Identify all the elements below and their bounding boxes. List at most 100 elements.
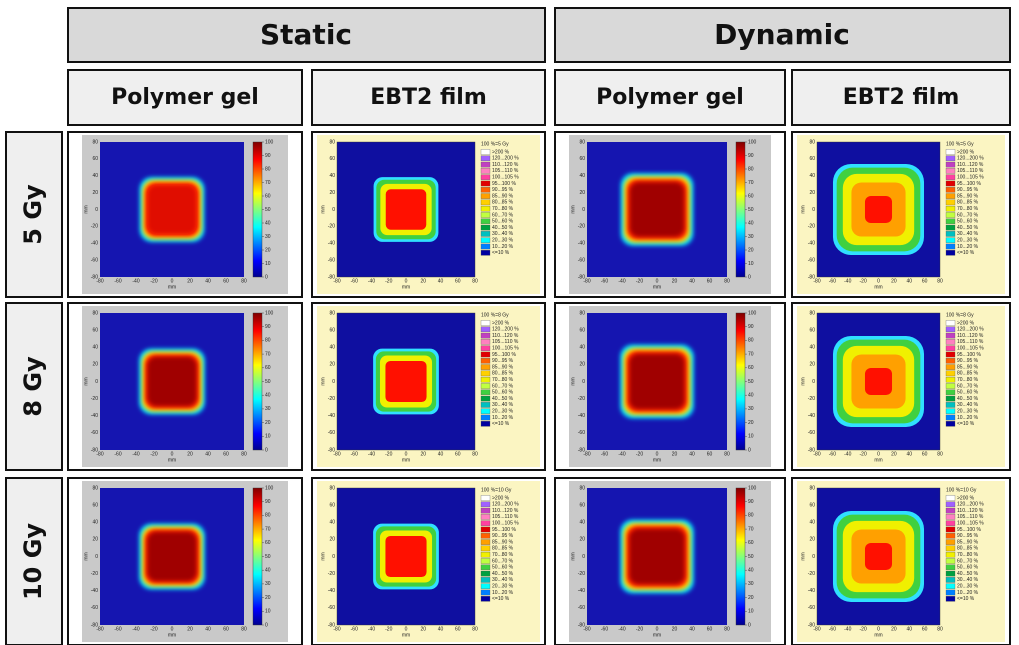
- legend-label: 110...120 %: [957, 508, 984, 514]
- legend-swatch: [481, 149, 490, 154]
- y-tick-label: -20: [91, 224, 98, 230]
- y-tick-label: -40: [808, 588, 815, 594]
- y-tick-label: -20: [578, 571, 585, 577]
- legend-label: <=10 %: [492, 421, 510, 427]
- legend-label: 90...95 %: [957, 358, 979, 364]
- colorbar-label: 80: [265, 166, 271, 172]
- colorbar-label: 60: [748, 193, 754, 199]
- legend-label: 85...90 %: [492, 193, 514, 199]
- y-tick-label: 40: [809, 520, 815, 526]
- y-tick-label: -80: [808, 274, 815, 280]
- y-tick-label: -40: [578, 413, 585, 419]
- legend-swatch: [946, 521, 955, 526]
- x-tick-label: -40: [132, 278, 139, 284]
- legend-swatch: [946, 577, 955, 582]
- legend-swatch: [946, 415, 955, 420]
- legend-label: 80...85 %: [957, 371, 979, 377]
- legend-swatch: [481, 383, 490, 388]
- legend-swatch: [946, 149, 955, 154]
- colorbar-label: 50: [748, 554, 754, 560]
- x-tick-label: 20: [187, 451, 193, 457]
- legend-label: 95...100 %: [492, 527, 516, 533]
- legend-label: 50...60 %: [957, 565, 979, 571]
- legend-label: 40...50 %: [957, 225, 979, 231]
- y-tick-label: -60: [91, 430, 98, 436]
- legend-label: >200 %: [492, 149, 510, 155]
- x-tick-label: 40: [906, 278, 912, 284]
- legend-swatch: [481, 514, 490, 519]
- dose-region: [865, 368, 892, 395]
- column-title: Polymer gel: [111, 85, 259, 110]
- y-tick-label: -40: [578, 241, 585, 247]
- colorbar-label: 20: [748, 420, 754, 426]
- colorbar-label: 30: [748, 581, 754, 587]
- colorbar-label: 80: [265, 513, 271, 519]
- y-tick-label: 20: [329, 190, 335, 196]
- y-tick-label: 20: [92, 362, 98, 368]
- x-axis-label: mm: [402, 284, 410, 290]
- legend-label: 70...80 %: [492, 377, 514, 383]
- legend-label: 10...20 %: [492, 590, 514, 596]
- legend-label: 95...100 %: [492, 181, 516, 187]
- colorbar-label: 90: [265, 153, 271, 159]
- y-tick-label: 60: [92, 327, 98, 333]
- colorbar-label: 80: [748, 513, 754, 519]
- legend-label: 120...200 %: [957, 502, 984, 508]
- legend-label: >200 %: [957, 149, 975, 155]
- colorbar-label: 0: [265, 622, 268, 628]
- legend-label: 105...110 %: [957, 168, 984, 174]
- x-tick-label: -20: [385, 451, 392, 457]
- colorbar-label: 60: [748, 365, 754, 371]
- colorbar-label: 50: [265, 379, 271, 385]
- legend-swatch: [946, 409, 955, 414]
- colorbar-label: 40: [265, 568, 271, 574]
- legend-swatch: [946, 346, 955, 351]
- y-tick-label: 60: [579, 327, 585, 333]
- legend-label: 20...30 %: [492, 584, 514, 590]
- legend-swatch: [946, 365, 955, 370]
- legend-label: 30...40 %: [957, 402, 979, 408]
- x-tick-label: -40: [132, 626, 139, 632]
- legend-swatch: [946, 514, 955, 519]
- colorbar: [736, 313, 745, 450]
- legend-swatch: [481, 238, 490, 243]
- y-tick-label: 0: [332, 207, 335, 213]
- y-tick-label: 60: [329, 156, 335, 162]
- legend-swatch: [946, 558, 955, 563]
- legend-swatch: [481, 162, 490, 167]
- colorbar-label: 90: [748, 153, 754, 159]
- y-tick-label: 20: [809, 190, 815, 196]
- y-tick-label: 20: [92, 537, 98, 543]
- legend-swatch: [481, 194, 490, 199]
- y-tick-label: -40: [91, 241, 98, 247]
- legend-swatch: [946, 168, 955, 173]
- y-tick-label: -60: [91, 605, 98, 611]
- y-axis-label: mm: [800, 377, 806, 385]
- colorbar-label: 70: [265, 180, 271, 186]
- colorbar-label: 90: [265, 499, 271, 505]
- colorbar-label: 20: [265, 247, 271, 253]
- legend-label: 30...40 %: [492, 577, 514, 583]
- x-tick-label: 20: [672, 278, 678, 284]
- x-tick-label: 40: [689, 451, 695, 457]
- y-tick-label: -40: [808, 413, 815, 419]
- y-tick-label: 80: [329, 310, 335, 316]
- colorbar-label: 20: [265, 420, 271, 426]
- x-tick-label: -60: [829, 451, 836, 457]
- x-tick-label: 60: [223, 626, 229, 632]
- legend-label: 90...95 %: [492, 533, 514, 539]
- colorbar-label: 50: [265, 554, 271, 560]
- legend-swatch: [481, 402, 490, 407]
- colorbar-label: 50: [748, 207, 754, 213]
- x-tick-label: 20: [187, 278, 193, 284]
- legend-label: 40...50 %: [492, 225, 514, 231]
- legend-label: 120...200 %: [492, 502, 519, 508]
- legend-swatch: [481, 590, 490, 595]
- legend-label: 90...95 %: [957, 533, 979, 539]
- y-tick-label: -20: [91, 571, 98, 577]
- y-tick-label: 80: [92, 485, 98, 491]
- y-tick-label: -40: [91, 588, 98, 594]
- legend-label: 95...100 %: [957, 527, 981, 533]
- x-tick-label: -60: [829, 626, 836, 632]
- y-axis-label: mm: [570, 205, 576, 213]
